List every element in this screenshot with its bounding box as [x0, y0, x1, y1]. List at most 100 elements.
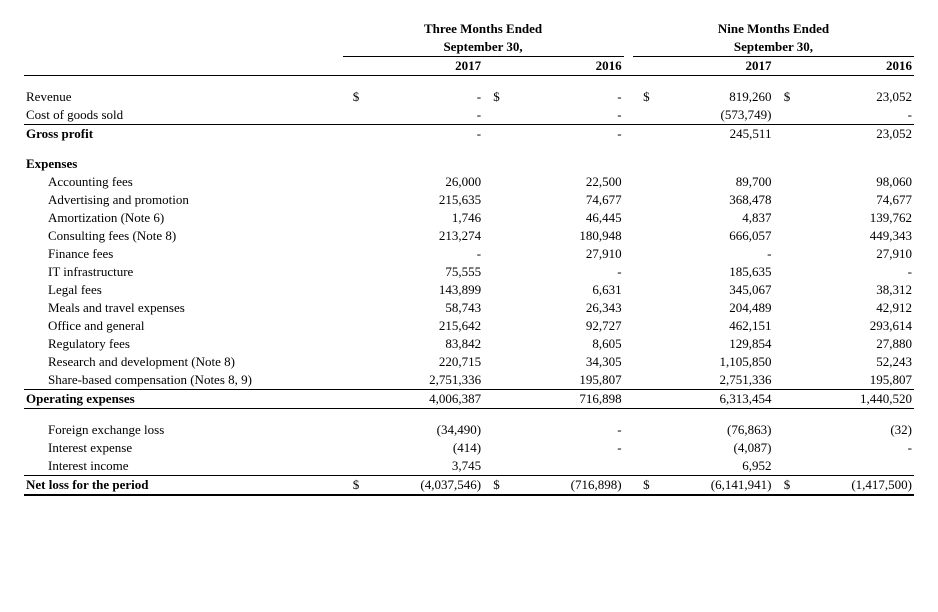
header-row-date: September 30, September 30,	[24, 38, 914, 57]
cell-fx-tm16: -	[502, 421, 624, 439]
cell-it-nm17: 185,635	[652, 263, 774, 281]
row-meals: Meals and travel expenses 58,743 26,343 …	[24, 299, 914, 317]
currency-symbol: $	[773, 88, 792, 106]
cell-mea-tm17: 58,743	[361, 299, 483, 317]
cell-acc-nm17: 89,700	[652, 173, 774, 191]
cell-ii-tm16	[502, 457, 624, 476]
currency-symbol: $	[633, 88, 652, 106]
row-revenue: Revenue $- $- $819,260 $23,052	[24, 88, 914, 106]
cell-reg-nm16: 27,880	[792, 335, 914, 353]
cell-gp-nm16: 23,052	[792, 125, 914, 144]
label-amortization: Amortization (Note 6)	[24, 209, 343, 227]
row-opex: Operating expenses 4,006,387 716,898 6,3…	[24, 390, 914, 409]
cell-ii-nm17: 6,952	[652, 457, 774, 476]
cell-sbc-nm16: 195,807	[792, 371, 914, 390]
label-finance: Finance fees	[24, 245, 343, 263]
cell-reg-tm16: 8,605	[502, 335, 624, 353]
cell-nl-nm17: (6,141,941)	[652, 476, 774, 496]
label-meals: Meals and travel expenses	[24, 299, 343, 317]
cell-revenue-tm17: -	[361, 88, 483, 106]
cell-cogs-tm17: -	[361, 106, 483, 125]
cell-rnd-tm16: 34,305	[502, 353, 624, 371]
label-office: Office and general	[24, 317, 343, 335]
cell-nl-tm17: (4,037,546)	[361, 476, 483, 496]
cell-rnd-nm17: 1,105,850	[652, 353, 774, 371]
cell-fx-nm17: (76,863)	[652, 421, 774, 439]
header-row-years: 2017 2016 2017 2016	[24, 57, 914, 76]
cell-fin-nm17: -	[652, 245, 774, 263]
row-amortization: Amortization (Note 6) 1,746 46,445 4,837…	[24, 209, 914, 227]
cell-fin-tm16: 27,910	[502, 245, 624, 263]
cell-mea-nm16: 42,912	[792, 299, 914, 317]
currency-symbol: $	[483, 476, 502, 496]
cell-adv-nm16: 74,677	[792, 191, 914, 209]
cell-ie-tm17: (414)	[361, 439, 483, 457]
cell-off-nm17: 462,151	[652, 317, 774, 335]
row-gross-profit: Gross profit - - 245,511 23,052	[24, 125, 914, 144]
row-rnd: Research and development (Note 8) 220,71…	[24, 353, 914, 371]
label-intinc: Interest income	[24, 457, 343, 476]
cell-rnd-tm17: 220,715	[361, 353, 483, 371]
cell-it-nm16: -	[792, 263, 914, 281]
cell-leg-nm17: 345,067	[652, 281, 774, 299]
cell-opex-nm16: 1,440,520	[792, 390, 914, 409]
cell-adv-nm17: 368,478	[652, 191, 774, 209]
label-consulting: Consulting fees (Note 8)	[24, 227, 343, 245]
cell-reg-nm17: 129,854	[652, 335, 774, 353]
cell-acc-tm17: 26,000	[361, 173, 483, 191]
label-it: IT infrastructure	[24, 263, 343, 281]
currency-symbol: $	[483, 88, 502, 106]
row-cogs: Cost of goods sold - - (573,749) -	[24, 106, 914, 125]
cell-gp-tm16: -	[502, 125, 624, 144]
cell-gp-tm17: -	[361, 125, 483, 144]
cell-off-tm16: 92,727	[502, 317, 624, 335]
cell-con-tm16: 180,948	[502, 227, 624, 245]
cell-opex-tm16: 716,898	[502, 390, 624, 409]
cell-off-nm16: 293,614	[792, 317, 914, 335]
row-intexp: Interest expense (414) - (4,087) -	[24, 439, 914, 457]
cell-reg-tm17: 83,842	[361, 335, 483, 353]
cell-cogs-nm16: -	[792, 106, 914, 125]
cell-revenue-tm16: -	[502, 88, 624, 106]
cell-acc-nm16: 98,060	[792, 173, 914, 191]
label-regulatory: Regulatory fees	[24, 335, 343, 353]
row-finance: Finance fees - 27,910 - 27,910	[24, 245, 914, 263]
income-statement-table: Three Months Ended Nine Months Ended Sep…	[24, 20, 914, 496]
cell-amo-tm16: 46,445	[502, 209, 624, 227]
cell-revenue-nm17: 819,260	[652, 88, 774, 106]
cell-sbc-tm17: 2,751,336	[361, 371, 483, 390]
label-opex: Operating expenses	[24, 390, 343, 409]
label-cogs: Cost of goods sold	[24, 106, 343, 125]
cell-fin-tm17: -	[361, 245, 483, 263]
cell-ii-nm16	[792, 457, 914, 476]
cell-amo-nm17: 4,837	[652, 209, 774, 227]
currency-symbol: $	[633, 476, 652, 496]
label-legal: Legal fees	[24, 281, 343, 299]
cell-it-tm16: -	[502, 263, 624, 281]
cell-off-tm17: 215,642	[361, 317, 483, 335]
row-office: Office and general 215,642 92,727 462,15…	[24, 317, 914, 335]
header-date-9m: September 30,	[633, 38, 914, 57]
cell-con-nm16: 449,343	[792, 227, 914, 245]
cell-fx-tm17: (34,490)	[361, 421, 483, 439]
cell-sbc-nm17: 2,751,336	[652, 371, 774, 390]
row-legal: Legal fees 143,899 6,631 345,067 38,312	[24, 281, 914, 299]
label-expenses: Expenses	[24, 155, 343, 173]
cell-adv-tm17: 215,635	[361, 191, 483, 209]
cell-opex-tm17: 4,006,387	[361, 390, 483, 409]
cell-con-tm17: 213,274	[361, 227, 483, 245]
cell-ie-nm17: (4,087)	[652, 439, 774, 457]
header-row-period: Three Months Ended Nine Months Ended	[24, 20, 914, 38]
row-netloss: Net loss for the period $(4,037,546) $(7…	[24, 476, 914, 496]
cell-leg-nm16: 38,312	[792, 281, 914, 299]
row-fx: Foreign exchange loss (34,490) - (76,863…	[24, 421, 914, 439]
label-accounting: Accounting fees	[24, 173, 343, 191]
cell-fin-nm16: 27,910	[792, 245, 914, 263]
cell-con-nm17: 666,057	[652, 227, 774, 245]
cell-acc-tm16: 22,500	[502, 173, 624, 191]
currency-symbol: $	[343, 88, 362, 106]
currency-symbol: $	[773, 476, 792, 496]
header-9m-2017: 2017	[633, 57, 774, 76]
cell-mea-tm16: 26,343	[502, 299, 624, 317]
cell-gp-nm17: 245,511	[652, 125, 774, 144]
